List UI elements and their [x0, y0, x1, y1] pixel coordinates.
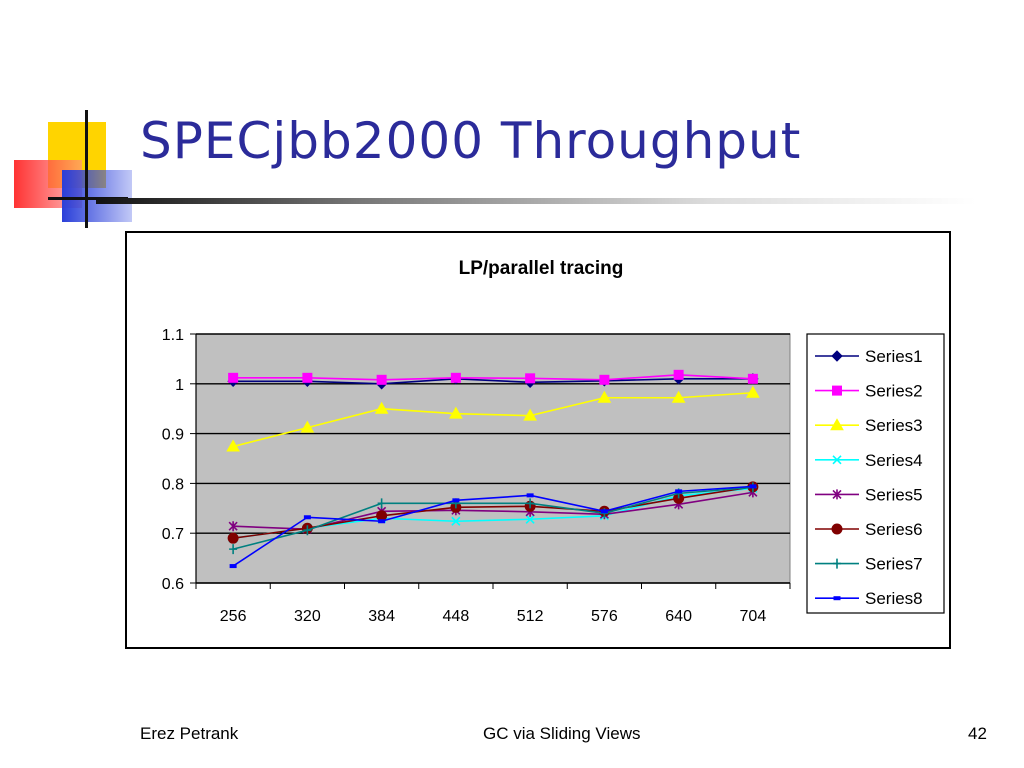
- legend-label: Series3: [865, 416, 923, 435]
- decor-vertical-line: [85, 110, 88, 228]
- series-2-point: [747, 373, 758, 384]
- legend-item-series-2: Series2: [815, 382, 923, 401]
- series-3-line: [232, 391, 753, 448]
- series-7-point: [377, 498, 386, 509]
- series-6-point: [227, 532, 239, 544]
- legend-item-series-1: Series1: [815, 347, 923, 366]
- y-tick-label: 1: [175, 377, 184, 394]
- series-7-point: [303, 525, 312, 536]
- y-tick-label: 0.6: [162, 576, 184, 593]
- slide-title: SPECjbb2000 Throughput: [140, 112, 802, 170]
- series-8-point: [229, 564, 237, 569]
- y-tick-label: 1.1: [162, 327, 184, 344]
- title-underline-rule: [96, 198, 976, 204]
- legend-item-series-6: Series6: [815, 520, 923, 539]
- series-8-point: [749, 484, 757, 489]
- series-3-point: [523, 408, 537, 421]
- x-tick-label: 512: [517, 608, 544, 625]
- legend-label: Series5: [865, 485, 923, 504]
- series-8-line: [232, 485, 753, 567]
- series-3-point: [671, 390, 686, 403]
- y-tick-label: 0.8: [162, 476, 184, 493]
- series-4-point: [451, 516, 461, 526]
- legend-label: Series4: [865, 451, 923, 470]
- legend-swatch-marker: [831, 523, 843, 535]
- series-8-point: [378, 519, 386, 524]
- series-2-point: [450, 372, 461, 383]
- series-4-point: [525, 514, 535, 524]
- legend-label: Series7: [865, 555, 923, 574]
- footer-author: Erez Petrank: [140, 724, 239, 743]
- y-tick-label: 0.9: [162, 427, 184, 444]
- legend-label: Series1: [865, 347, 923, 366]
- x-tick-label: 448: [443, 608, 470, 625]
- legend-swatch-marker: [832, 385, 842, 396]
- decor-horizontal-line: [48, 197, 128, 200]
- legend-label: Series6: [865, 520, 923, 539]
- series-2-point: [228, 372, 239, 383]
- x-tick-label: 640: [665, 608, 692, 625]
- legend-label: Series8: [865, 589, 923, 608]
- x-tick-label: 320: [294, 608, 321, 625]
- plot-area: 0.6 0.7 0.8 0.9 1 1.1 256 320 384 448 512 576 640 704: [162, 327, 791, 625]
- series-7-line: [232, 486, 753, 550]
- legend-box: [806, 333, 945, 614]
- series-3-point: [449, 406, 463, 419]
- x-tick-label: 576: [591, 608, 618, 625]
- series-2-point: [376, 374, 387, 385]
- legend-swatch-marker: [833, 558, 841, 569]
- series-2: [228, 369, 758, 385]
- series-2-point: [302, 372, 313, 383]
- footer-presentation-title: GC via Sliding Views: [483, 724, 641, 743]
- footer-page-number: 42: [968, 724, 987, 743]
- legend-swatch-marker: [832, 489, 842, 500]
- series-3-point: [374, 401, 389, 414]
- legend: Series1 Series2 Series3 Series4 Series5 Serie…: [806, 333, 945, 614]
- legend-swatch-marker: [831, 350, 843, 362]
- x-tick-label: 256: [220, 608, 247, 625]
- x-tick-label: 704: [740, 608, 767, 625]
- legend-item-series-5: Series5: [815, 485, 923, 504]
- series-8-point: [675, 489, 683, 494]
- chart-title: LP/parallel tracing: [459, 258, 624, 279]
- legend-swatch-marker: [830, 418, 844, 431]
- series-1-line: [233, 378, 753, 385]
- series-2-point: [673, 369, 684, 380]
- line-chart: 0.6 0.7 0.8 0.9 1 1.1 256 320 384 448 512 576 640 704…: [162, 258, 945, 625]
- series-2-point: [599, 374, 610, 385]
- series-3: [226, 385, 760, 452]
- series-8: [229, 484, 757, 569]
- legend-item-series-7: Series7: [815, 555, 923, 574]
- series-8-point: [526, 493, 534, 498]
- series-8-point: [303, 515, 311, 520]
- legend-item-series-4: Series4: [815, 451, 923, 470]
- series-3-point: [300, 420, 315, 433]
- legend-label: Series2: [865, 382, 923, 401]
- y-tick-label: 0.7: [162, 526, 184, 543]
- legend-swatch-marker: [833, 596, 841, 601]
- series-7-point: [229, 544, 238, 555]
- series-7-point: [526, 498, 535, 509]
- x-tick-label: 384: [368, 608, 395, 625]
- series-3-point: [746, 385, 760, 398]
- series-8-point: [600, 509, 608, 514]
- series-2-line: [233, 374, 753, 381]
- series-8-point: [452, 498, 460, 503]
- series-3-point: [597, 390, 612, 403]
- legend-item-series-3: Series3: [815, 416, 923, 435]
- legend-swatch-marker: [832, 455, 842, 465]
- plot-background: [195, 333, 791, 584]
- series-5-point: [228, 521, 238, 532]
- series-3-point: [226, 439, 240, 452]
- chart-frame: 0.6 0.7 0.8 0.9 1 1.1 256 320 384 448 512 576 640 704…: [125, 231, 951, 649]
- legend-item-series-8: Series8: [815, 589, 923, 608]
- decor-blue-square: [62, 170, 132, 222]
- series-2-point: [525, 373, 536, 384]
